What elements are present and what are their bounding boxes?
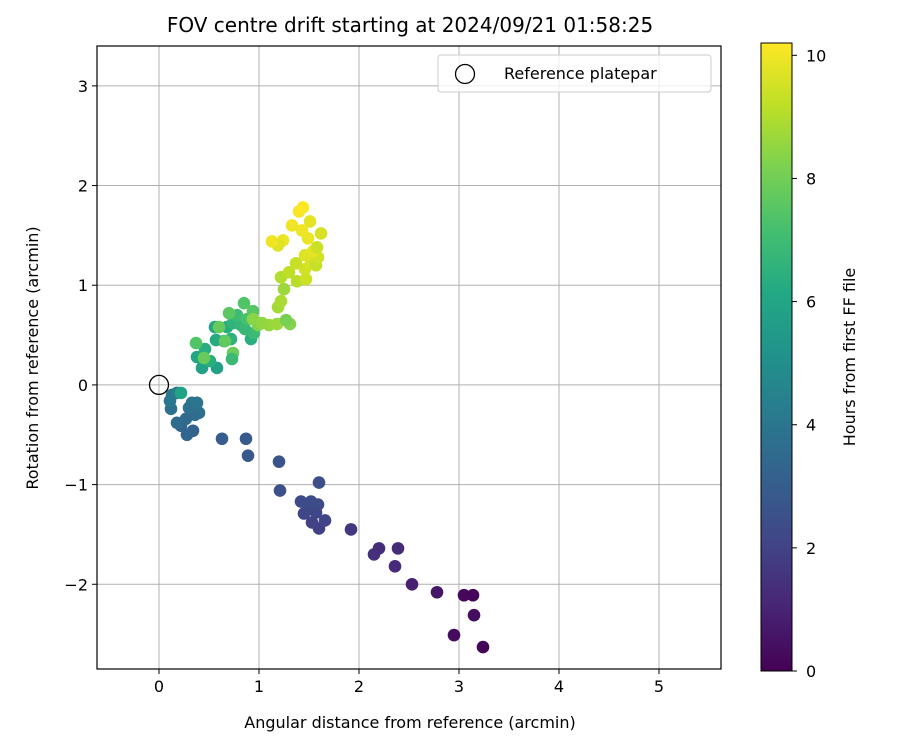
data-point (273, 484, 287, 497)
colorbar-tick-label: 10 (806, 46, 826, 65)
legend-reference-marker (454, 63, 476, 85)
data-point (215, 432, 229, 446)
data-point (295, 224, 309, 237)
x-ticks: 0 1 2 3 4 5 (154, 669, 664, 696)
y-tick-label: −2 (64, 575, 88, 594)
data-point (296, 201, 310, 214)
y-ticks: −2 −1 0 1 2 3 (64, 77, 97, 594)
data-point (197, 351, 211, 365)
colorbar: 0 2 4 6 8 10 Hours from first FF file (760, 42, 859, 681)
colorbar-gradient (760, 42, 793, 672)
colorbar-tick-label: 4 (806, 416, 816, 435)
data-point (285, 219, 299, 232)
chart-title: FOV centre drift starting at 2024/09/21 … (167, 13, 653, 37)
colorbar-ticks: 0 2 4 6 8 10 (792, 46, 826, 681)
data-point (304, 495, 318, 508)
reference-marker (148, 374, 170, 396)
data-point (303, 215, 317, 228)
data-point (282, 265, 296, 279)
data-point (299, 272, 313, 286)
data-point (274, 294, 288, 308)
x-tick-label: 4 (554, 677, 564, 696)
data-point (265, 235, 279, 248)
data-point (447, 628, 461, 642)
data-point (344, 523, 358, 536)
y-tick-label: 1 (78, 276, 88, 295)
x-axis-label: Angular distance from reference (arcmin) (244, 713, 575, 732)
data-points (163, 201, 490, 654)
x-tick-label: 0 (154, 677, 164, 696)
colorbar-tick-label: 8 (806, 169, 816, 188)
y-tick-label: 0 (78, 376, 88, 395)
data-point (430, 585, 444, 599)
data-point (310, 241, 324, 254)
data-point (289, 257, 303, 270)
y-tick-label: 2 (78, 177, 88, 196)
legend-entry-label: Reference platepar (504, 64, 657, 83)
colorbar-tick-label: 0 (806, 662, 816, 681)
legend: Reference platepar (437, 54, 712, 93)
x-tick-label: 1 (254, 677, 264, 696)
data-point (279, 313, 293, 327)
data-point (466, 588, 480, 602)
data-point (190, 396, 204, 410)
data-point (218, 334, 232, 348)
data-point (238, 322, 252, 336)
x-tick-label: 2 (354, 677, 364, 696)
data-point (277, 282, 291, 296)
x-tick-label: 3 (454, 677, 464, 696)
data-point (372, 542, 386, 555)
colorbar-tick-label: 6 (806, 293, 816, 312)
data-point (318, 514, 332, 527)
legend-box (437, 54, 712, 93)
data-point (189, 336, 203, 350)
y-axis-label: Rotation from reference (arcmin) (23, 226, 42, 489)
y-tick-label: 3 (78, 77, 88, 96)
data-point (467, 608, 481, 622)
data-point (388, 560, 402, 573)
data-point (272, 455, 286, 468)
data-point (294, 495, 308, 508)
data-point (476, 640, 490, 654)
data-point (239, 432, 253, 446)
x-tick-label: 5 (654, 677, 664, 696)
reference-marker-layer (148, 374, 170, 396)
data-point (180, 428, 194, 442)
colorbar-label: Hours from first FF file (840, 268, 859, 447)
data-point (305, 516, 319, 529)
data-point (174, 386, 188, 400)
data-point (192, 406, 206, 420)
axes-frame (96, 45, 722, 670)
data-point (314, 227, 328, 240)
y-tick-label: −1 (64, 476, 88, 495)
data-point (225, 352, 239, 366)
data-point (405, 577, 419, 591)
grid-lines (97, 46, 721, 669)
data-point (391, 542, 405, 555)
data-point (457, 588, 471, 602)
data-point (241, 449, 255, 462)
data-point (212, 320, 226, 334)
colorbar-tick-label: 2 (806, 539, 816, 558)
data-point (222, 306, 236, 320)
data-point (312, 476, 326, 489)
data-point (237, 296, 251, 310)
